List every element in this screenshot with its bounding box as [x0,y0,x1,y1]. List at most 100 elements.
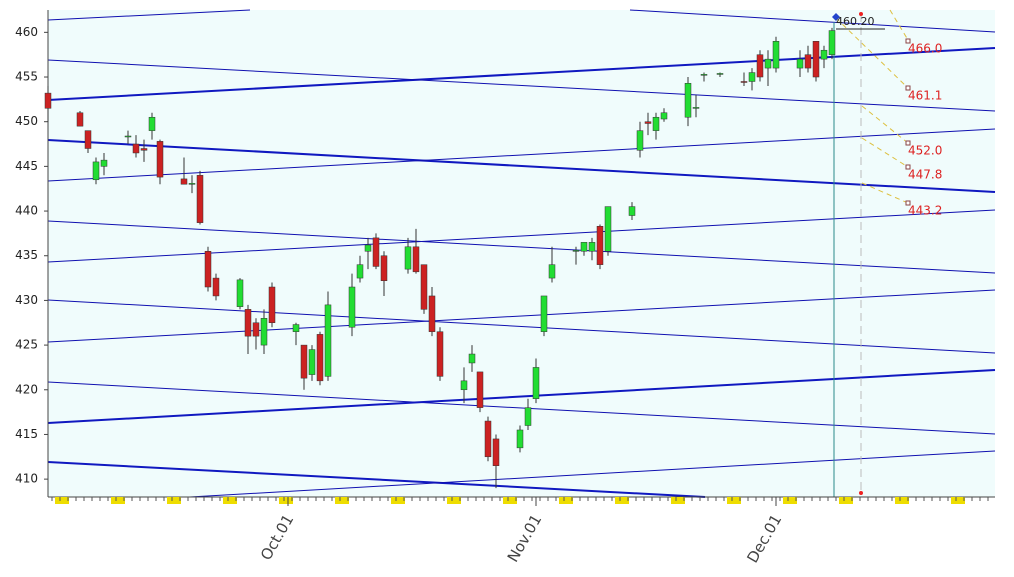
week-marker [727,497,741,504]
candle-body [180,178,188,185]
y-tick-label: 425 [15,338,38,352]
candle-body [468,353,476,364]
candle-body [460,380,468,391]
candle-body [316,334,324,382]
candle-body [548,264,556,279]
y-tick-label: 440 [15,204,38,218]
candle-body [644,121,652,124]
week-marker [447,497,461,504]
marker [859,12,863,16]
candle-body [76,112,84,127]
annotation: 443.2 [908,204,942,218]
week-marker [671,497,685,504]
candle-body [292,324,300,332]
y-tick-label: 410 [15,472,38,486]
candle-body [44,92,52,109]
candle-body [716,73,724,75]
candle-body [196,175,204,223]
candle-body [364,244,372,252]
candle-body [596,225,604,265]
week-marker [335,497,349,504]
candle-body [308,349,316,375]
candle-body [492,438,500,466]
candle-body [204,251,212,288]
candle-body [740,81,748,83]
annotation-box [905,140,911,146]
candle-body [244,309,252,337]
week-marker [391,497,405,504]
annotation-box [905,164,911,170]
candle-body [420,264,428,310]
y-tick-label: 445 [15,159,38,173]
candle-body [300,344,308,379]
candle-body [796,58,804,69]
week-marker [783,497,797,504]
annotation: 460.20 [836,15,875,28]
candle-body [132,143,140,154]
candle-body [580,242,588,252]
week-marker [839,497,853,504]
candle-body [356,264,364,279]
candle-body [756,54,764,78]
plot-area [48,10,995,497]
y-tick-label: 435 [15,248,38,262]
candle-body [348,286,356,328]
week-marker [951,497,965,504]
candle-body [124,135,132,138]
candle-body [148,116,156,131]
candle-body [812,41,820,78]
x-tick-label: Nov.01 [504,511,546,565]
week-marker [167,497,181,504]
candle-body [804,54,812,69]
y-tick-label: 420 [15,382,38,396]
week-marker [615,497,629,504]
candle-body [692,107,700,109]
projection-rays [835,9,909,204]
candle-body [604,206,612,252]
marker [859,491,863,495]
annotation: 466.0 [908,42,942,56]
candle-body [660,112,668,120]
candle-body [260,318,268,346]
price-marker [832,13,840,21]
candle-body [636,130,644,151]
candle-body [540,295,548,332]
candle-body [236,279,244,307]
candle-body [820,49,828,60]
y-tick-label: 430 [15,293,38,307]
annotation: 461.1 [908,89,942,103]
candle-body [772,41,780,69]
annotation-box [905,38,911,44]
candle-body [628,206,636,216]
candle-body [684,83,692,118]
candle-body [156,141,164,178]
candle-body [748,72,756,82]
candle-body [212,277,220,297]
y-tick-label: 415 [15,427,38,441]
annotation-box [905,85,911,91]
candle-body [324,304,332,377]
week-marker [895,497,909,504]
week-marker [55,497,69,504]
candle-body [252,322,260,337]
y-tick-label: 460 [15,25,38,39]
candle-body [524,407,532,426]
candle-body [476,371,484,408]
candle-body [436,331,444,377]
week-marker [223,497,237,504]
annotation: 452.0 [908,144,942,158]
candle-body [428,295,436,332]
candle-body [652,116,660,131]
week-marker [503,497,517,504]
candle-body [764,58,772,69]
annotation-box [905,200,911,206]
annotation: 447.8 [908,168,942,182]
candle-body [828,30,836,55]
week-marker [559,497,573,504]
candle-body [700,74,708,76]
candle-body [100,159,108,167]
candle-body [588,242,596,252]
x-tick-label: Oct.01 [257,511,297,563]
week-marker [279,497,293,504]
